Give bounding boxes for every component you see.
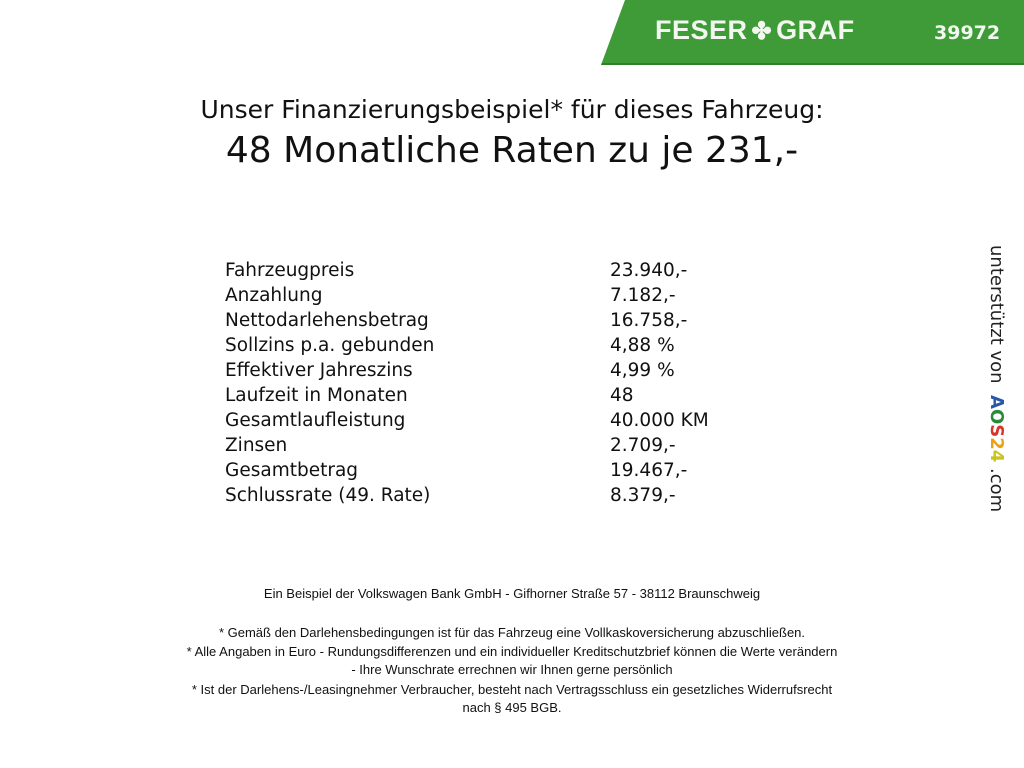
table-row: Schlussrate (49. Rate) 8.379,- <box>225 483 676 508</box>
table-row: Zinsen 2.709,- <box>225 433 676 458</box>
row-label: Fahrzeugpreis <box>225 260 355 281</box>
brand-text: FESER <box>655 15 748 45</box>
bank-info: Ein Beispiel der Volkswagen Bank GmbH - … <box>263 586 761 601</box>
row-value: 8.379,- <box>610 485 676 506</box>
table-row: Laufzeit in Monaten 48 <box>225 383 634 408</box>
domain-text: .com <box>986 468 1007 513</box>
supported-by: unterstützt von AOS24 .com <box>986 245 1007 512</box>
table-row: Gesamtbetrag 19.467,- <box>225 458 687 483</box>
note-3b: nach § 495 BGB. <box>462 700 562 715</box>
row-value: 19.467,- <box>610 460 688 481</box>
row-value: 2.709,- <box>610 435 676 456</box>
row-value: 40.000 KM <box>610 410 709 431</box>
row-label: Laufzeit in Monaten <box>225 385 408 406</box>
row-label: Gesamtbetrag <box>225 460 359 481</box>
note-3a: * Ist der Darlehens-/Leasingnehmer Verbr… <box>191 682 833 697</box>
aos24-logo: AOS24 <box>986 395 1007 462</box>
supported-text: unterstützt von <box>986 245 1007 384</box>
row-label: Nettodarlehensbetrag <box>225 310 429 331</box>
table-row: Effektiver Jahreszins 4,99 % <box>225 358 675 383</box>
row-label: Sollzins p.a. gebunden <box>225 335 435 356</box>
header-banner: FESER ✤ GRAF 39972 <box>601 0 1024 65</box>
vehicle-code: 39972 <box>934 22 1001 44</box>
row-label: Zinsen <box>225 435 288 456</box>
row-value: 48 <box>610 385 634 406</box>
row-value: 4,88 % <box>610 335 675 356</box>
note-1: * Gemäß den Darlehensbedingungen ist für… <box>218 625 806 640</box>
table-row: Gesamtlaufleistung 40.000 KM <box>225 408 709 433</box>
row-label: Anzahlung <box>225 285 323 306</box>
table-row: Anzahlung 7.182,- <box>225 283 676 308</box>
logo-letter: S <box>986 424 1007 438</box>
logo-letter: 2 <box>986 437 1007 450</box>
note-2b: - Ihre Wunschrate errechnen wir Ihnen ge… <box>351 662 673 677</box>
table-row: Sollzins p.a. gebunden 4,88 % <box>225 333 675 358</box>
title-line2: 48 Monatliche Raten zu je 231,- <box>225 130 799 171</box>
row-label: Gesamtlaufleistung <box>225 410 406 431</box>
feser-graf-logo: FESER ✤ GRAF <box>655 15 855 46</box>
title-line1: Unser Finanzierungsbeispiel* für dieses … <box>200 95 824 124</box>
logo-letter: A <box>986 395 1007 409</box>
clover-icon: ✤ <box>751 18 773 45</box>
row-label: Effektiver Jahreszins <box>225 360 413 381</box>
row-value: 4,99 % <box>610 360 675 381</box>
note-2a: * Alle Angaben in Euro - Rundungsdiffere… <box>186 644 838 659</box>
brand-text-2: GRAF <box>776 15 855 45</box>
table-row: Fahrzeugpreis 23.940,- <box>225 258 687 283</box>
logo-letter: 4 <box>986 449 1007 463</box>
table-row: Nettodarlehensbetrag 16.758,- <box>225 308 687 333</box>
row-label: Schlussrate (49. Rate) <box>225 485 431 506</box>
row-value: 16.758,- <box>610 310 688 331</box>
row-value: 23.940,- <box>610 260 688 281</box>
row-value: 7.182,- <box>610 285 676 306</box>
logo-letter: O <box>986 408 1007 425</box>
